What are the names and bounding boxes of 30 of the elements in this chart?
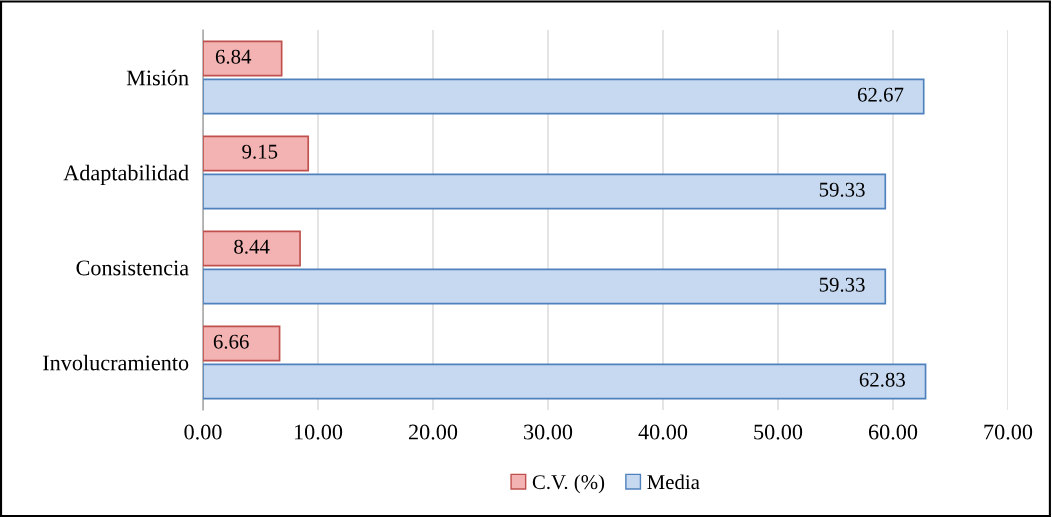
x-tick-label: 30.00: [524, 424, 573, 440]
bar: [203, 78, 925, 115]
bar: [203, 325, 281, 362]
bar: [203, 173, 887, 210]
legend-label: Media: [647, 474, 700, 490]
x-tick-label: 50.00: [754, 424, 803, 440]
x-tick-label: 70.00: [984, 424, 1033, 440]
x-tick-label: 40.00: [638, 424, 688, 440]
data-label: 9.15: [242, 144, 278, 159]
legend-label: C.V. (%): [532, 474, 605, 494]
bar: [203, 40, 283, 77]
data-label: 8.44: [234, 239, 270, 254]
data-label: 6.66: [213, 334, 249, 349]
bar: [203, 268, 887, 305]
x-tick-label: 60.00: [868, 424, 918, 440]
data-label: 62.83: [859, 372, 905, 387]
data-label: 62.67: [857, 87, 904, 102]
bar: [203, 230, 301, 267]
x-tick-label: 0.00: [184, 424, 222, 440]
data-label: 59.33: [819, 277, 865, 292]
y-tick-label: Adaptabilidad: [63, 164, 189, 185]
x-tick-label: 20.00: [408, 424, 458, 440]
x-tick-label: 10.00: [294, 424, 343, 440]
data-label: 59.33: [819, 182, 865, 197]
data-label: 6.84: [215, 49, 252, 64]
bar: [203, 363, 927, 400]
y-tick-label: Consistencia: [76, 260, 189, 276]
y-tick-label: Involucramiento: [43, 354, 189, 371]
bar: [203, 135, 310, 172]
y-tick-label: Misión: [126, 69, 189, 86]
